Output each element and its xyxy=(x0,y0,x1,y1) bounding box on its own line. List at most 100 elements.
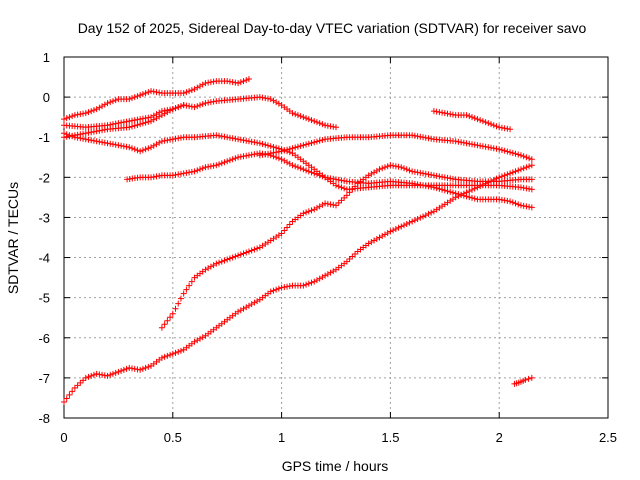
data-point xyxy=(469,114,475,121)
data-point xyxy=(107,371,114,378)
series-track-6 xyxy=(256,132,535,163)
data-point xyxy=(109,370,116,377)
data-point xyxy=(265,95,271,102)
data-point xyxy=(520,184,527,191)
data-point xyxy=(507,170,514,177)
data-point xyxy=(349,253,356,260)
data-point xyxy=(93,106,100,113)
data-point xyxy=(512,168,519,175)
data-point xyxy=(460,190,467,197)
data-point xyxy=(96,371,103,378)
data-point xyxy=(118,119,125,126)
data-point xyxy=(218,133,225,140)
data-point xyxy=(401,165,407,172)
data-point xyxy=(352,183,359,190)
data-point xyxy=(297,165,304,172)
data-point xyxy=(330,123,337,130)
y-tick-label: -1 xyxy=(38,130,50,145)
data-point xyxy=(237,153,244,160)
data-point xyxy=(398,164,405,171)
data-point xyxy=(286,221,293,228)
data-point xyxy=(131,146,138,153)
data-point xyxy=(414,133,421,140)
data-point xyxy=(523,164,530,171)
data-point xyxy=(156,139,163,146)
data-point xyxy=(335,199,342,206)
data-point xyxy=(313,138,320,145)
data-point xyxy=(322,272,329,279)
data-point xyxy=(90,137,97,144)
data-point xyxy=(343,258,350,265)
data-point xyxy=(259,140,266,147)
data-point xyxy=(270,97,277,104)
data-point xyxy=(82,130,89,137)
data-point xyxy=(319,136,326,143)
data-point xyxy=(169,136,176,143)
data-point xyxy=(469,141,475,148)
data-point xyxy=(169,310,176,317)
data-point xyxy=(504,171,511,178)
data-point xyxy=(504,148,511,155)
data-point xyxy=(420,134,427,141)
data-point xyxy=(395,224,402,231)
data-point xyxy=(213,260,220,267)
y-tick-label: -5 xyxy=(38,291,50,306)
data-point xyxy=(202,80,209,87)
data-point xyxy=(471,195,478,202)
data-point xyxy=(311,170,318,177)
data-point xyxy=(381,164,388,171)
data-point xyxy=(417,181,424,188)
data-point xyxy=(77,131,84,138)
data-point xyxy=(313,119,320,126)
data-point xyxy=(439,109,446,116)
data-point xyxy=(346,256,353,263)
data-point xyxy=(71,112,78,119)
data-point xyxy=(308,139,315,146)
data-point xyxy=(469,194,475,201)
data-point xyxy=(237,251,244,258)
data-point xyxy=(158,354,165,361)
y-tick-label: 1 xyxy=(43,50,50,65)
data-point xyxy=(139,120,146,127)
data-point xyxy=(235,252,242,259)
data-point xyxy=(422,212,429,219)
data-point xyxy=(61,134,67,141)
data-point xyxy=(232,79,239,86)
data-point xyxy=(490,122,497,129)
axis-ticks xyxy=(63,56,609,419)
data-point xyxy=(172,349,179,356)
y-tick-label: -3 xyxy=(38,210,50,225)
data-point xyxy=(300,142,307,149)
data-point xyxy=(335,176,342,183)
data-point xyxy=(210,162,217,169)
data-point xyxy=(520,165,527,172)
data-point xyxy=(305,208,312,215)
data-point xyxy=(240,78,247,85)
data-point xyxy=(216,132,223,139)
data-point xyxy=(139,91,146,98)
data-point xyxy=(330,201,337,208)
data-point xyxy=(156,89,163,96)
data-point xyxy=(256,140,263,147)
data-point xyxy=(333,182,339,189)
data-point xyxy=(384,229,391,236)
data-point xyxy=(123,143,130,150)
data-point xyxy=(308,169,315,176)
data-point xyxy=(112,97,119,104)
data-point xyxy=(441,187,448,194)
data-point xyxy=(517,184,524,191)
data-point xyxy=(341,194,348,201)
data-point xyxy=(488,144,495,151)
data-point xyxy=(313,204,320,211)
data-point xyxy=(482,119,489,126)
data-point xyxy=(322,122,329,129)
data-point xyxy=(251,151,258,158)
data-point xyxy=(169,172,176,179)
data-point xyxy=(134,116,141,123)
data-point xyxy=(515,151,522,158)
data-point xyxy=(191,86,198,93)
data-point xyxy=(167,351,174,358)
data-point xyxy=(449,175,456,182)
data-point xyxy=(188,278,195,285)
data-point xyxy=(80,130,87,137)
